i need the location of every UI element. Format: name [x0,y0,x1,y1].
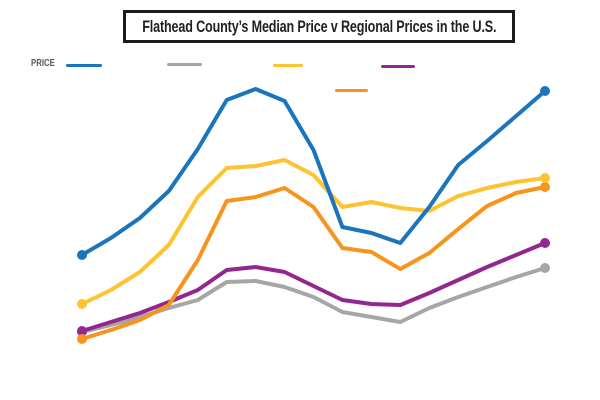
series-endpoint-purple-start [77,326,87,336]
legend-swatch-blue [66,64,102,67]
legend-swatch-orange [335,89,368,92]
series-line-blue [80,87,547,257]
series-endpoint-orange-end [540,182,550,192]
series-line-orange [80,185,547,341]
series-endpoint-blue-start [77,250,87,260]
series-endpoint-purple-end [540,238,550,248]
series-endpoint-gray-end [540,263,550,273]
chart-title: Flathead County’s Median Price v Regiona… [141,16,497,36]
legend-swatch-gray [167,63,202,66]
legend-swatch-purple [381,65,415,68]
series-line-gray [80,266,547,334]
series-line-yellow [80,158,547,306]
series-endpoint-blue-end [540,86,550,96]
series-endpoint-orange-start [77,334,87,344]
y-axis-title-price: PRICE [31,58,55,69]
legend-swatch-yellow [273,64,303,67]
chart-title-box: Flathead County’s Median Price v Regiona… [123,10,515,43]
series-endpoint-yellow-start [77,299,87,309]
series-endpoint-yellow-end [540,173,550,183]
series-line-purple [80,241,547,333]
